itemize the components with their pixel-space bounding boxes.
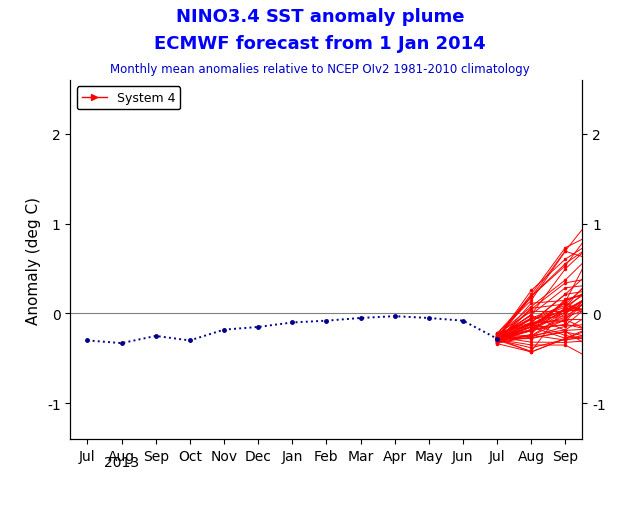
Text: 2013: 2013 xyxy=(104,456,139,470)
Text: Monthly mean anomalies relative to NCEP OIv2 1981-2010 climatology: Monthly mean anomalies relative to NCEP … xyxy=(110,63,530,76)
Y-axis label: Anomaly (deg C): Anomaly (deg C) xyxy=(26,196,42,324)
Text: NINO3.4 SST anomaly plume: NINO3.4 SST anomaly plume xyxy=(176,8,464,26)
Text: ECMWF forecast from 1 Jan 2014: ECMWF forecast from 1 Jan 2014 xyxy=(154,35,486,54)
Legend: System 4: System 4 xyxy=(77,87,180,110)
